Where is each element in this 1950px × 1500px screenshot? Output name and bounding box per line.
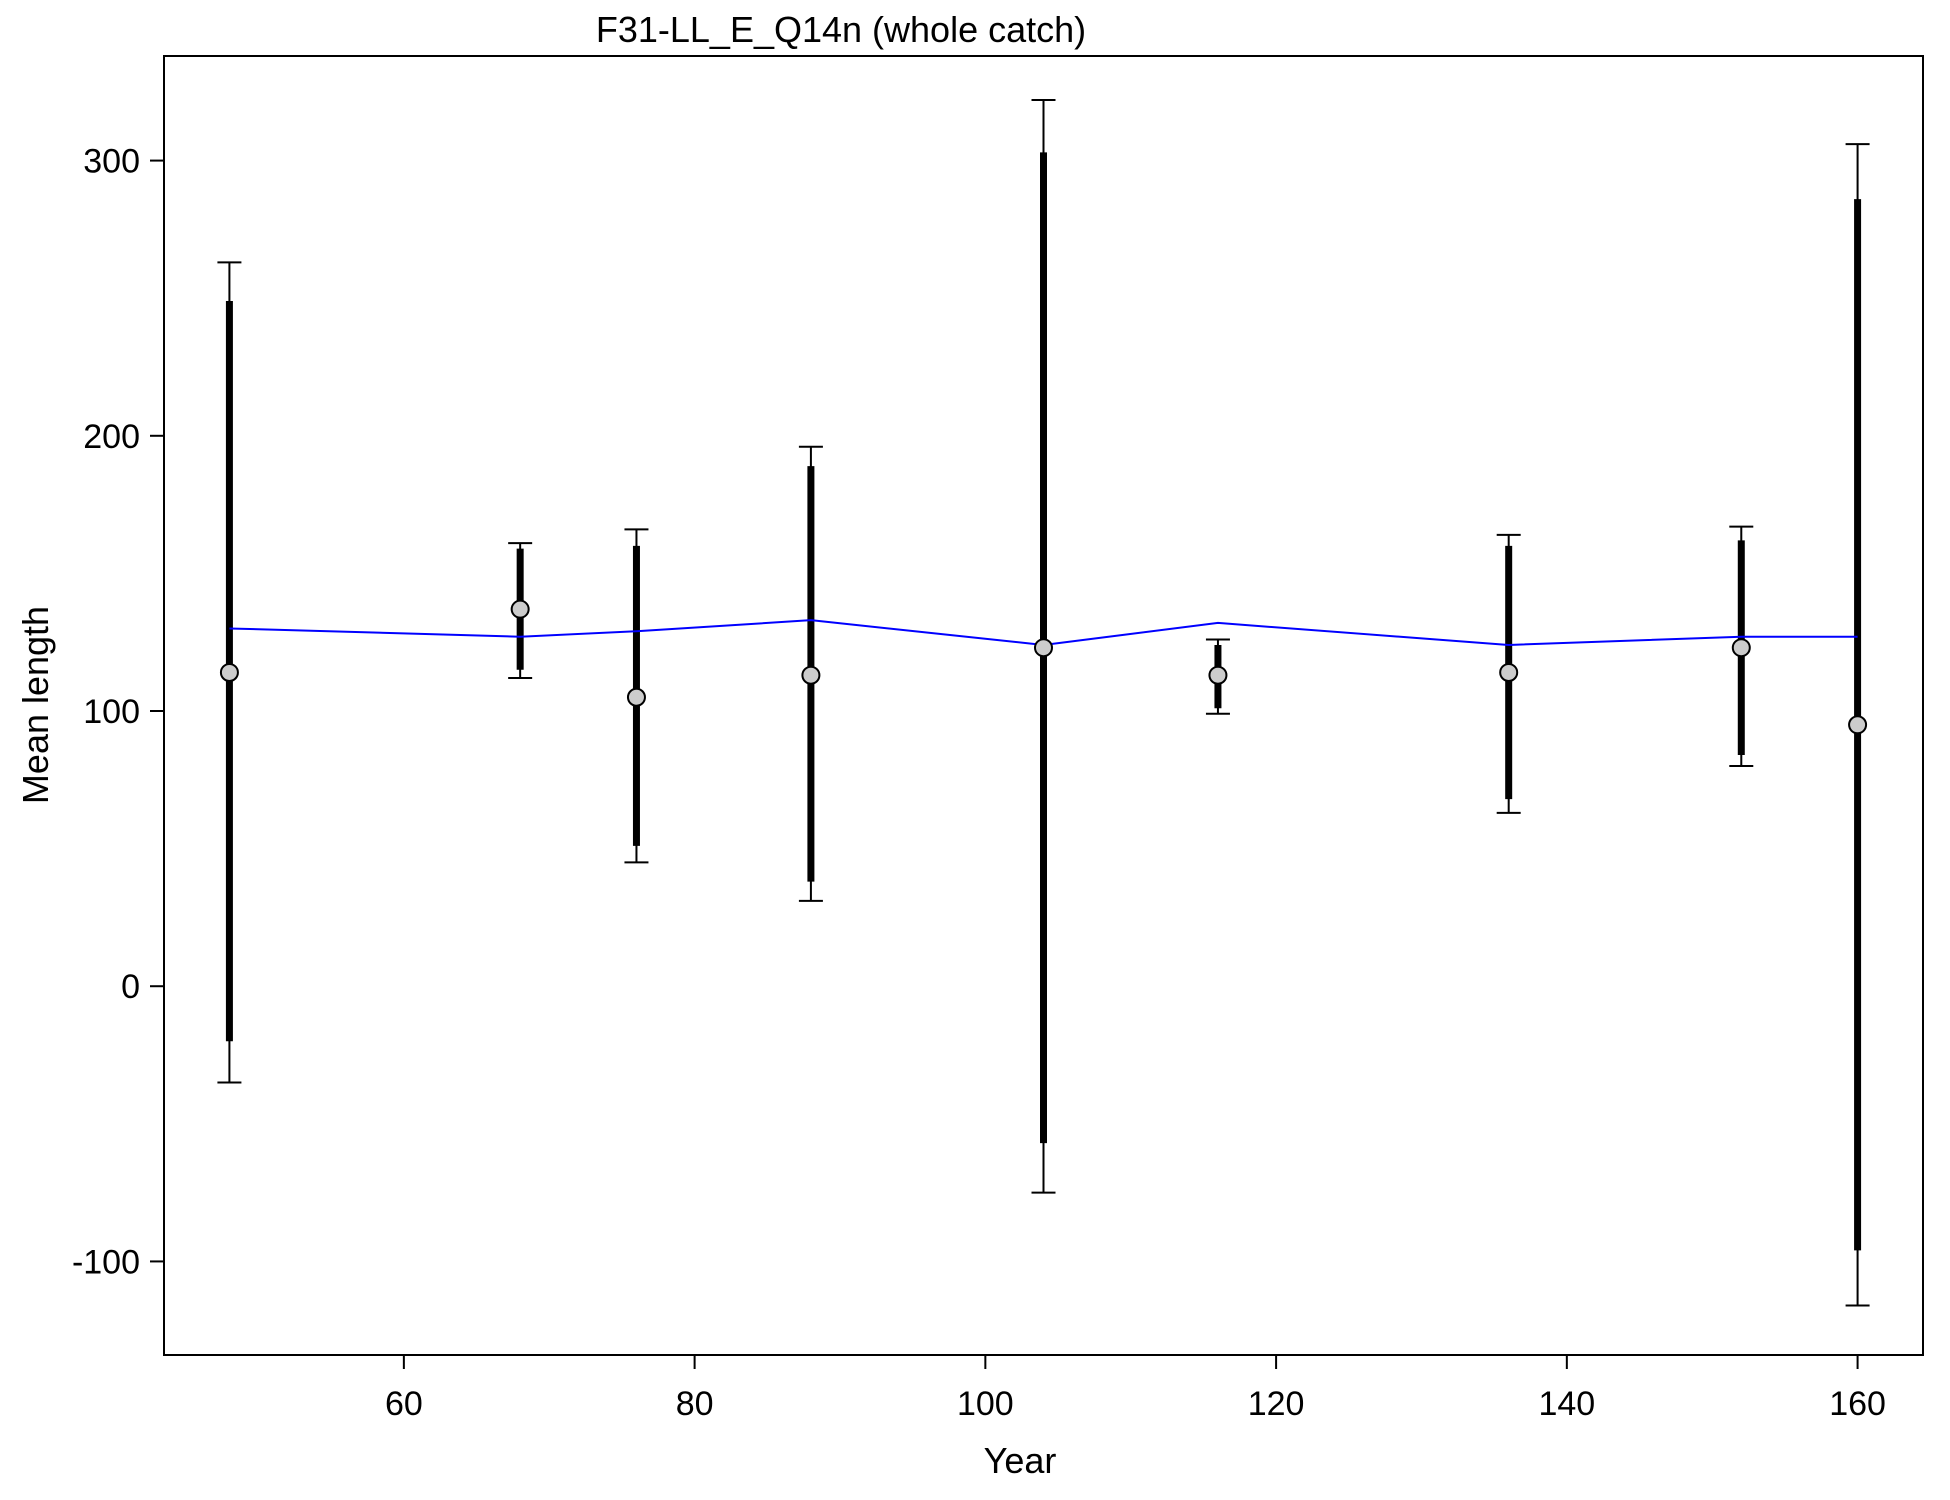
y-tick-label: 300 — [83, 143, 140, 181]
y-axis: -100 0 100 200 300 — [72, 143, 164, 1281]
observed-point — [219, 662, 239, 682]
observed-points — [219, 599, 1868, 735]
y-tick-label: 200 — [83, 418, 140, 456]
x-axis-title: Year — [984, 1440, 1057, 1481]
x-tick-label: 80 — [676, 1385, 714, 1423]
observed-point — [510, 599, 530, 619]
error-bars — [217, 99, 1870, 1307]
y-tick-label: 100 — [83, 693, 140, 731]
y-tick-label: -100 — [72, 1243, 140, 1281]
observed-point — [1208, 665, 1228, 685]
y-tick-label: 0 — [121, 968, 140, 1006]
x-tick-label: 140 — [1538, 1385, 1595, 1423]
x-axis: 60 80 100 120 140 160 — [385, 1355, 1886, 1423]
x-tick-label: 160 — [1829, 1385, 1886, 1423]
observed-point — [1499, 662, 1519, 682]
observed-point — [801, 665, 821, 685]
y-axis-title: Mean length — [15, 606, 56, 804]
chart-title: F31-LL_E_Q14n (whole catch) — [596, 9, 1086, 50]
observed-point — [1848, 715, 1868, 735]
plot-frame — [163, 55, 1924, 1356]
observed-point — [1034, 638, 1053, 658]
observed-point — [626, 687, 646, 707]
x-tick-label: 120 — [1248, 1385, 1305, 1423]
x-tick-label: 100 — [957, 1385, 1014, 1423]
x-tick-label: 60 — [385, 1385, 423, 1423]
observed-point — [1731, 638, 1751, 658]
